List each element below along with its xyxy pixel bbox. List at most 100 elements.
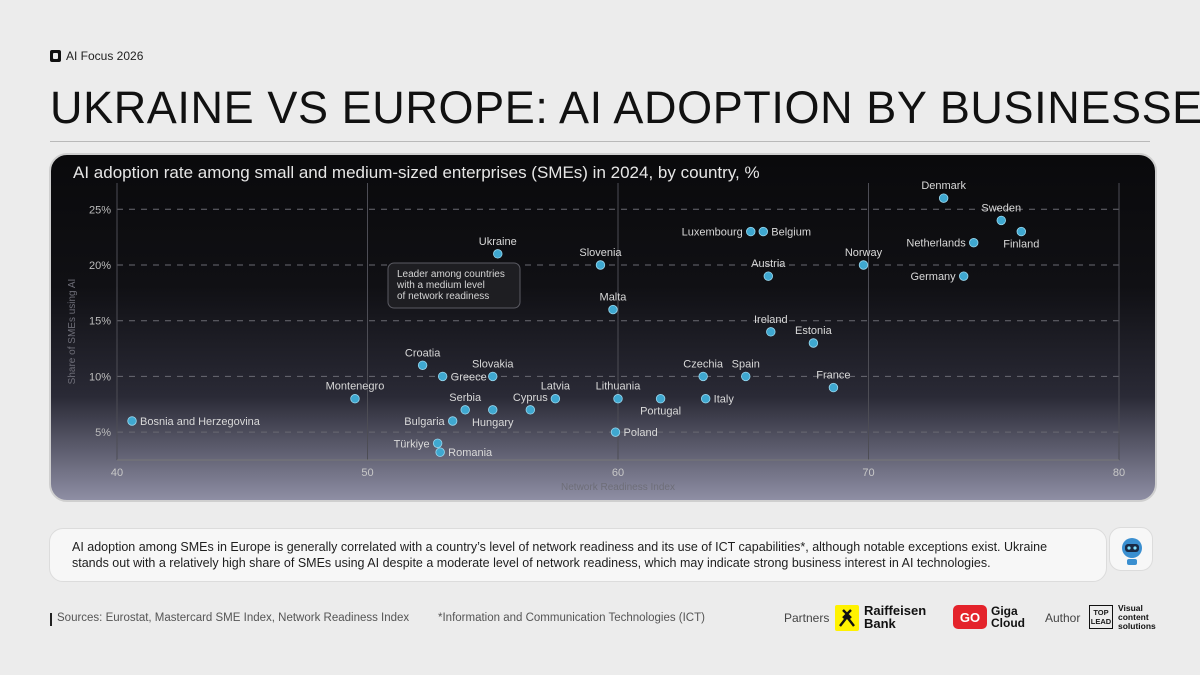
partners-label: Partners [784,611,830,625]
data-point [958,271,969,281]
data-point [828,382,839,393]
point-label: Hungary [472,417,514,429]
chart-title: AI adoption rate among small and medium-… [73,163,760,182]
point-label: Spain [732,358,760,370]
point-label: Bulgaria [404,416,445,428]
scatter-plot: 5% 10% 15% 20% 25% 40 50 60 70 80 Network Readines… [67,180,1125,493]
data-point [858,260,869,270]
toplead-mark-line2: LEAD [1090,617,1112,626]
annotation-line: Leader among countries [397,269,505,280]
data-point [766,327,776,337]
toplead-logo-text: Visual content solutions [1118,604,1156,631]
chart-card: AI adoption rate among small and medium-… [49,153,1157,502]
title-divider [50,141,1150,142]
raiffeisen-logo-icon [835,605,859,631]
y-tick-label: 5% [95,427,111,439]
y-axis-title: Share of SMEs using AI [67,279,78,385]
data-point [655,394,666,404]
insight-note: AI adoption among SMEs in Europe is gene… [49,528,1107,582]
point-label: Norway [845,247,883,259]
point-label: Belgium [771,227,811,239]
gigacloud-logo-text: Giga Cloud [991,605,1025,629]
data-point [435,447,445,457]
data-point [969,238,979,248]
point-label: Denmark [921,180,966,192]
data-point [608,304,618,315]
gigacloud-line2: Cloud [991,616,1025,630]
brand-tag-label: AI Focus 2026 [66,49,144,63]
annotation-line: with a medium level [396,280,485,291]
toplead-logo-icon: TOP LEAD [1089,605,1113,629]
point-label: Austria [751,258,786,270]
raiffeisen-logo-text: Raiffeisen Bank [864,604,926,630]
point-label: Estonia [795,325,833,337]
annotation-box [387,262,521,309]
data-point [700,394,711,404]
data-point [808,338,819,348]
data-point [938,193,949,203]
point-label: Slovenia [579,247,622,259]
y-tick-label: 10% [89,371,111,383]
data-point [613,394,623,404]
insight-note-text: AI adoption among SMEs in Europe is gene… [72,540,1048,570]
data-point [488,405,498,415]
x-tick-label: 70 [862,467,874,479]
point-label: Czechia [683,358,724,370]
data-point [432,438,443,448]
point-label: Cyprus [513,392,548,404]
point-label: Bosnia and Herzegovina [140,416,261,428]
y-tick-label: 20% [89,260,111,272]
sources-text: Sources: Eurostat, Mastercard SME Index,… [57,612,410,624]
toplead-line1: Visual [1118,603,1143,613]
data-point [550,394,561,404]
point-label: Malta [600,292,628,304]
point-label: Ireland [754,314,788,326]
author-label: Author [1045,611,1081,625]
x-tick-label: 50 [361,467,373,479]
y-tick-label: 25% [89,204,111,216]
point-label: France [816,370,850,382]
raiffeisen-line2: Bank [864,616,896,631]
data-point [493,249,503,259]
point-label: Montenegro [326,381,385,393]
point-label: Sweden [981,202,1021,214]
brand-logo-icon [50,50,61,62]
data-point [996,215,1006,226]
point-label: Latvia [541,381,571,393]
data-point [763,271,774,281]
point-label: Portugal [640,406,681,418]
point-label: Poland [623,427,657,439]
footer-marker [50,613,52,626]
data-point [488,371,498,382]
data-point [417,360,428,370]
toplead-line3: solutions [1118,621,1156,631]
point-label: Serbia [449,392,482,404]
point-label: Germany [910,271,956,283]
x-axis-title: Network Readiness Index [561,482,675,493]
footnote-text: *Information and Communication Technolog… [438,612,705,624]
annotation-line: of network readiness [397,291,489,302]
data-point [447,416,458,426]
data-point [437,371,448,382]
data-point [746,226,756,237]
point-label: Finland [1003,239,1039,251]
point-label: Türkiye [394,438,430,450]
point-label: Romania [448,447,493,459]
brand-tag: AI Focus 2026 [50,48,143,64]
point-label: Lithuania [596,381,642,393]
toplead-line2: content [1118,612,1149,622]
raiffeisen-line1: Raiffeisen [864,603,927,618]
gigacloud-logo-icon: GO [953,605,987,629]
y-tick-label: 15% [89,316,111,328]
point-label: Croatia [405,347,441,359]
gigacloud-line1: Giga [991,604,1018,618]
data-point [127,416,137,426]
assistant-bot-icon[interactable] [1109,527,1153,571]
point-label: Greece [451,371,487,383]
x-tick-label: 80 [1113,467,1125,479]
data-point [1016,226,1027,237]
point-label: Italy [714,394,735,406]
data-point [350,394,360,404]
data-point [610,427,621,437]
data-point [595,260,606,270]
